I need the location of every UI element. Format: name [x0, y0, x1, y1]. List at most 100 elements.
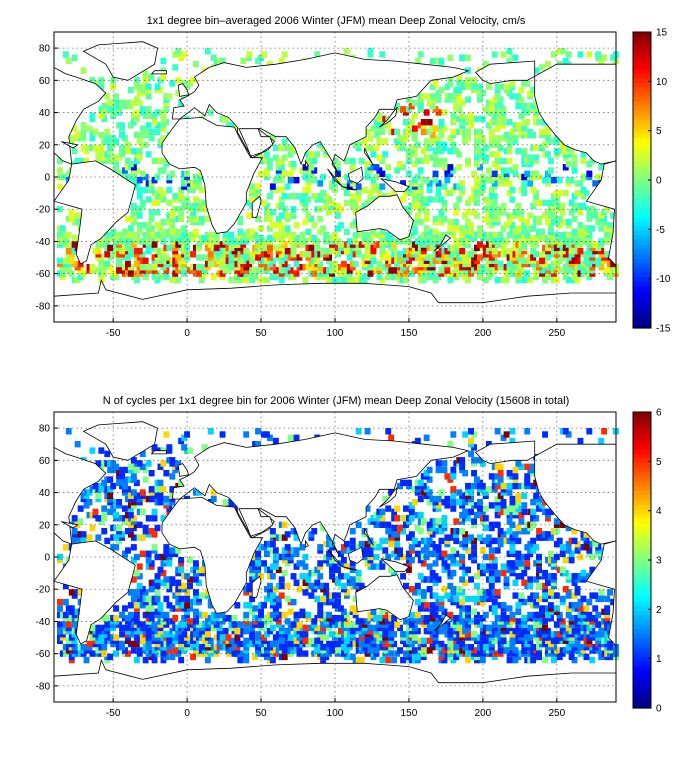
data-bin [453, 550, 460, 557]
data-bin [589, 244, 596, 252]
data-bin [278, 177, 285, 184]
data-bin [397, 160, 403, 168]
data-bin [453, 586, 460, 593]
data-bin [157, 566, 164, 574]
data-bin [429, 495, 436, 503]
data-bin [453, 218, 460, 226]
data-bin [559, 202, 566, 210]
data-bin [411, 196, 418, 203]
data-bin [417, 511, 424, 519]
data-bin [509, 495, 516, 503]
data-bin [533, 241, 540, 248]
data-bin [420, 589, 427, 596]
data-bin [438, 125, 445, 132]
data-bin [136, 534, 143, 541]
data-bin [465, 566, 471, 574]
data-bin [471, 83, 477, 90]
data-bin [355, 647, 362, 654]
data-bin [403, 582, 409, 590]
data-bin [305, 212, 312, 219]
data-bin [580, 157, 587, 165]
data-bin [219, 637, 226, 644]
data-bin [556, 267, 563, 274]
data-bin [512, 592, 519, 599]
data-bin [255, 573, 261, 580]
colorbar-segment [633, 119, 651, 126]
data-bin [157, 257, 164, 264]
data-bin [311, 618, 318, 625]
data-bin [89, 634, 96, 641]
data-bin [125, 173, 131, 181]
data-bin [119, 125, 125, 132]
data-bin [447, 218, 454, 226]
data-bin [441, 215, 448, 223]
data-bin [435, 518, 442, 525]
data-bin [284, 618, 291, 625]
data-bin [497, 102, 504, 110]
data-bin [414, 254, 421, 261]
colorbar-segment [633, 156, 651, 163]
colorbar-segment [633, 304, 651, 311]
data-bin [577, 618, 584, 625]
data-bin [515, 528, 522, 535]
data-bin [474, 637, 480, 644]
data-bin [571, 264, 578, 271]
data-bin [444, 644, 451, 651]
data-bin [494, 505, 501, 512]
data-bin [166, 218, 173, 226]
data-bin [234, 647, 241, 654]
data-bin [116, 257, 122, 264]
data-bin [403, 505, 409, 512]
data-bin [586, 598, 593, 606]
data-bin [110, 524, 117, 532]
data-bin [497, 231, 504, 239]
data-bin [497, 470, 504, 477]
data-bin [367, 164, 374, 171]
data-bin [509, 473, 516, 480]
data-bin [116, 499, 122, 506]
colorbar-segment [633, 254, 651, 260]
data-bin [488, 537, 495, 545]
data-bin [598, 653, 605, 661]
data-bin [228, 122, 235, 129]
data-bin [130, 595, 137, 603]
data-bin [500, 83, 507, 90]
data-bin [193, 592, 199, 599]
data-bin [299, 624, 306, 632]
data-bin [500, 602, 507, 609]
data-bin [565, 51, 572, 58]
data-bin [462, 531, 469, 538]
data-bin [346, 267, 353, 274]
data-bin [438, 267, 445, 274]
data-bin [477, 505, 483, 512]
data-bin [376, 563, 383, 570]
data-bin [290, 231, 297, 239]
data-bin [175, 627, 182, 635]
data-bin [435, 157, 442, 165]
data-bin [503, 83, 510, 90]
data-bin [255, 267, 261, 274]
data-bin [506, 119, 513, 126]
data-bin [95, 534, 102, 541]
data-bin [145, 550, 152, 557]
data-bin [116, 479, 122, 487]
data-bin [521, 222, 528, 229]
data-bin [290, 528, 297, 535]
data-bin [77, 273, 84, 281]
data-bin [553, 244, 560, 252]
data-bin [539, 618, 545, 625]
data-bin [332, 260, 338, 268]
data-bin [370, 608, 377, 615]
data-bin [326, 534, 332, 541]
data-bin [414, 618, 421, 625]
data-bin [556, 48, 563, 55]
data-bin [408, 621, 415, 628]
data-bin [515, 102, 522, 110]
data-bin [145, 608, 152, 615]
data-bin [515, 202, 522, 210]
data-bin [71, 531, 78, 538]
data-bin [459, 264, 466, 271]
data-bin [426, 489, 433, 496]
data-bin [447, 582, 454, 590]
data-bin [574, 540, 581, 548]
